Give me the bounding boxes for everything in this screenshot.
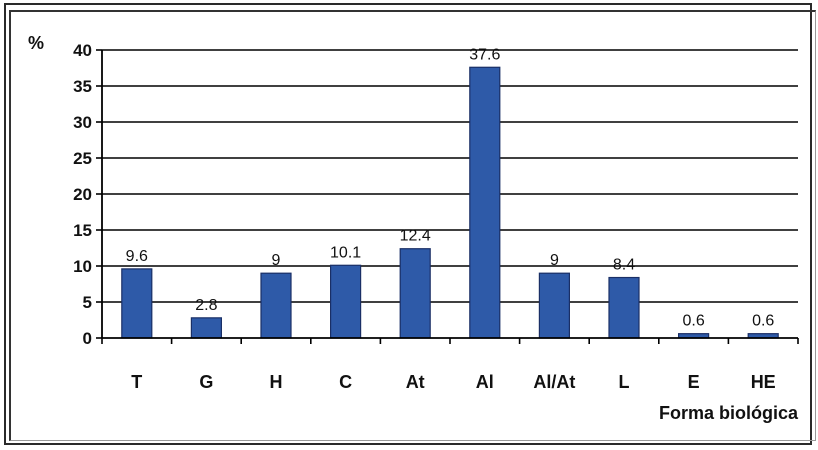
x-category-label: Al — [476, 372, 494, 392]
y-tick-label: 25 — [73, 149, 92, 168]
x-category-label: G — [199, 372, 213, 392]
y-tick-label: 20 — [73, 185, 92, 204]
bar — [331, 265, 361, 338]
y-tick-label: 5 — [83, 293, 92, 312]
data-label: 0.6 — [682, 313, 704, 330]
bar — [122, 269, 152, 338]
bar — [539, 273, 569, 338]
y-tick-label: 0 — [83, 329, 92, 348]
x-axis-label: Forma biológica — [659, 403, 799, 423]
y-axis-label: % — [28, 33, 44, 53]
x-category-label: C — [339, 372, 352, 392]
data-label: 8.4 — [613, 257, 635, 274]
x-category-label: Al/At — [533, 372, 575, 392]
x-category-label: E — [688, 372, 700, 392]
y-tick-label: 15 — [73, 221, 92, 240]
x-category-labels: T G H C At Al Al/At L E HE — [131, 372, 775, 392]
y-tick-label: 40 — [73, 41, 92, 60]
y-tick-labels: 0 5 10 15 20 25 30 35 40 — [73, 41, 92, 348]
bar — [261, 273, 291, 338]
data-labels: 9.6 2.8 9 10.1 12.4 37.6 9 8.4 0.6 0.6 — [126, 46, 775, 329]
x-category-label: H — [270, 372, 283, 392]
y-tick-label: 35 — [73, 77, 92, 96]
data-label: 9 — [272, 252, 281, 269]
data-label: 10.1 — [330, 244, 361, 261]
y-tick-label: 10 — [73, 257, 92, 276]
x-category-label: T — [131, 372, 142, 392]
data-label: 9.6 — [126, 248, 148, 265]
bar — [191, 318, 221, 338]
bar — [609, 278, 639, 338]
bars — [122, 67, 778, 338]
x-category-label: At — [406, 372, 425, 392]
gridlines — [102, 50, 798, 302]
data-label: 2.8 — [195, 297, 217, 314]
data-label: 0.6 — [752, 313, 774, 330]
bar — [470, 67, 500, 338]
bar — [400, 249, 430, 338]
data-label: 37.6 — [469, 46, 500, 63]
x-category-label: HE — [751, 372, 776, 392]
data-label: 12.4 — [400, 228, 431, 245]
x-category-label: L — [619, 372, 630, 392]
data-label: 9 — [550, 252, 559, 269]
y-tick-label: 30 — [73, 113, 92, 132]
